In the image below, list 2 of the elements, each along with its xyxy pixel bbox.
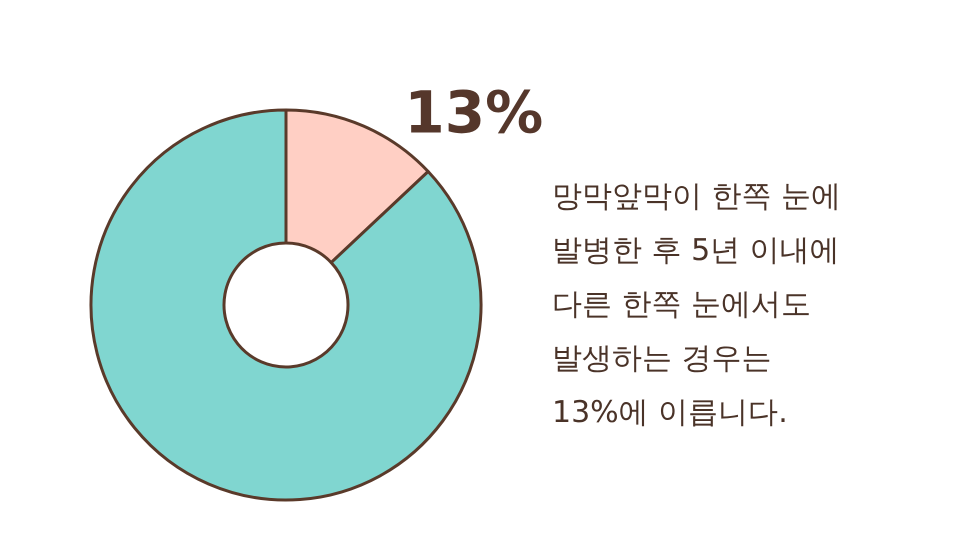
data-label: 13% [404,78,544,146]
text: 망막앞막이 한쪽 눈에 발병한 후 5년 이내에 다른 한쪽 눈에서도 발생하는 경우는 13%에 이릅니다. [552,178,842,432]
